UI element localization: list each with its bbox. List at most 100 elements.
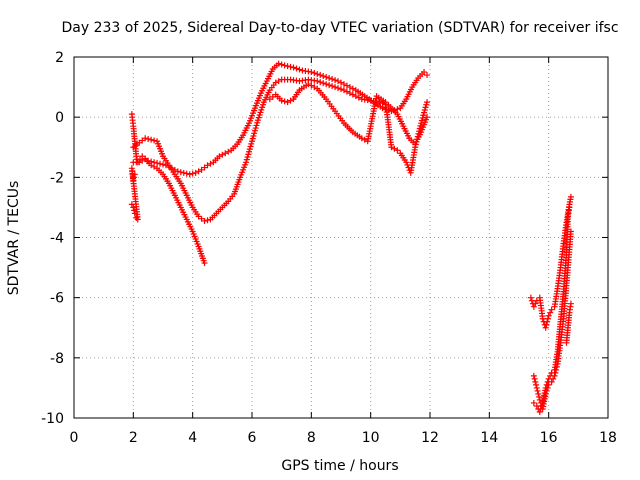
data-point [243, 156, 250, 163]
data-point [130, 177, 137, 184]
data-point [250, 132, 257, 139]
y-tick-labels: 2 0 -2 -4 -6 -8 -10 [41, 50, 64, 427]
data-point [547, 309, 554, 316]
data-point [416, 125, 423, 132]
x-tick-label: 12 [421, 430, 439, 446]
data-point [186, 171, 193, 178]
y-tick-label: -2 [50, 170, 64, 186]
data-point [329, 83, 336, 90]
data-point [323, 74, 330, 81]
series-track-4 [266, 81, 431, 176]
data-point [296, 66, 303, 73]
data-point [414, 136, 421, 143]
data-point [544, 315, 551, 322]
data-point [160, 161, 166, 168]
data-point [420, 112, 427, 119]
data-point [567, 193, 574, 200]
data-point [246, 146, 253, 153]
x-tick-label: 16 [540, 430, 558, 446]
data-point [326, 75, 333, 82]
data-point [548, 369, 555, 376]
y-tick-label: 0 [55, 110, 64, 126]
data-point [422, 104, 429, 111]
data-point [534, 387, 541, 394]
data-point [252, 125, 259, 132]
data-point [412, 141, 419, 148]
data-point [418, 120, 425, 127]
data-points [128, 60, 574, 415]
data-point [251, 127, 258, 134]
data-point [133, 153, 140, 160]
data-point [548, 306, 555, 313]
data-point [536, 408, 543, 415]
data-point [414, 133, 421, 140]
data-point [543, 321, 550, 328]
data-point [537, 405, 544, 412]
data-point [323, 81, 330, 88]
y-tick-label: -6 [50, 291, 64, 307]
series-track-5 [128, 165, 141, 223]
data-point [201, 260, 208, 267]
data-point [254, 119, 261, 126]
data-point [287, 63, 294, 70]
data-point [417, 122, 424, 129]
data-point [249, 138, 255, 145]
data-point [415, 130, 422, 137]
data-point [416, 128, 423, 135]
x-tick-label: 10 [362, 430, 380, 446]
data-point [403, 159, 410, 166]
data-point [243, 159, 250, 166]
data-point [249, 135, 256, 142]
data-point [530, 372, 537, 379]
data-point [151, 137, 158, 144]
data-point [418, 117, 425, 124]
data-point [533, 381, 540, 388]
data-point [545, 312, 552, 319]
data-point [174, 168, 181, 175]
data-point [379, 105, 386, 112]
data-point [335, 85, 342, 92]
x-tick-labels: 0 2 4 6 8 10 12 14 16 18 [70, 430, 617, 446]
data-point [244, 154, 251, 161]
data-point [311, 70, 318, 77]
data-point [423, 101, 430, 108]
x-tick-label: 18 [599, 430, 617, 446]
data-point [542, 324, 549, 331]
data-point [177, 169, 184, 176]
data-point [542, 384, 549, 391]
data-point [543, 381, 550, 388]
series-track-1 [128, 60, 431, 178]
data-point [535, 390, 542, 397]
data-point [248, 140, 255, 147]
series-track-8 [530, 204, 574, 415]
x-tick-label: 6 [248, 430, 257, 446]
data-point [290, 64, 297, 71]
data-point [275, 60, 282, 67]
x-tick-label: 0 [70, 430, 79, 446]
x-tick-label: 4 [188, 430, 197, 446]
y-tick-label: 2 [55, 50, 64, 66]
data-point [547, 372, 554, 379]
data-point [531, 375, 538, 382]
data-point [284, 63, 291, 70]
data-point [246, 148, 253, 155]
data-point [421, 107, 428, 114]
data-point [326, 82, 333, 89]
data-point [329, 76, 336, 83]
data-point [251, 130, 258, 137]
data-point [293, 65, 300, 72]
data-point [538, 402, 545, 409]
data-point [413, 138, 420, 145]
data-point [419, 114, 426, 121]
data-point [394, 147, 401, 154]
data-point [530, 399, 537, 406]
x-tick-label: 8 [307, 430, 316, 446]
data-point [180, 169, 187, 176]
data-point [532, 378, 539, 385]
data-point [130, 204, 137, 211]
data-point [247, 143, 254, 150]
data-point [421, 69, 428, 76]
data-point [533, 384, 540, 391]
grid-lines [74, 57, 608, 418]
